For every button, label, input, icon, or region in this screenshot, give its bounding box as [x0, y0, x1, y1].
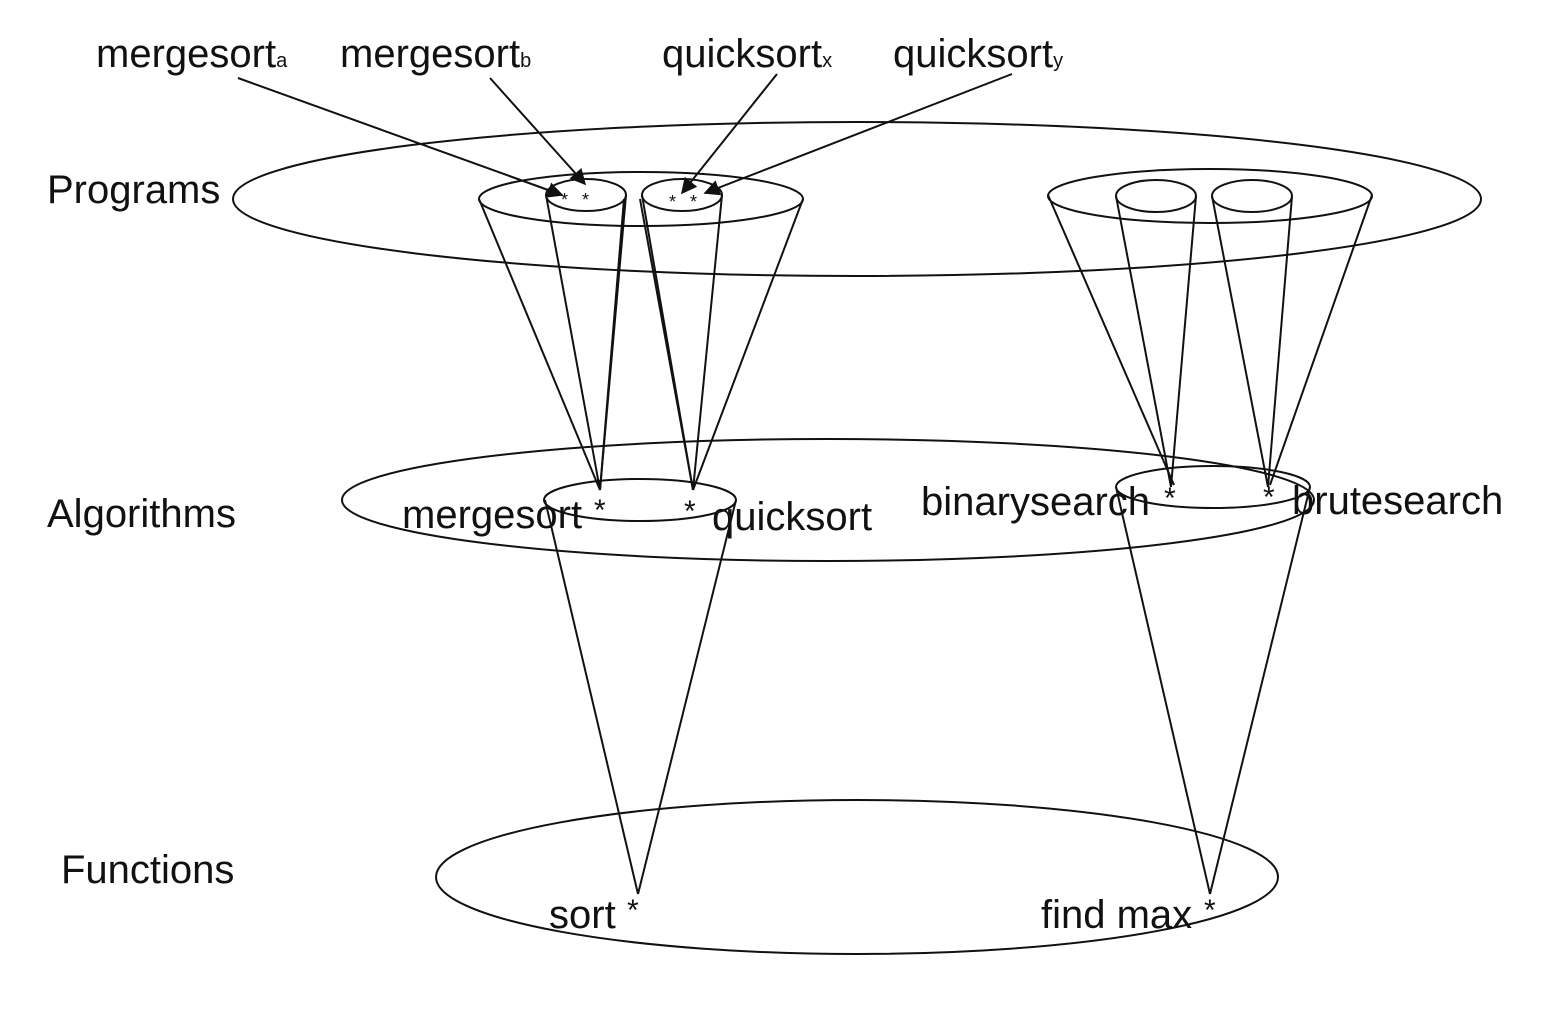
- sort-function-marker: *: [627, 894, 639, 927]
- quicksort-algorithm-marker: *: [684, 495, 696, 528]
- program-label-subscript: a: [276, 50, 288, 72]
- find-max-cone: [1115, 465, 1311, 895]
- program-label-base: mergesort: [96, 32, 276, 76]
- quicksort-x-marker: *: [669, 192, 676, 212]
- functions-level-label: Functions: [61, 848, 234, 892]
- mergesort-a-marker: *: [561, 190, 568, 210]
- programs-level-ellipse: [232, 121, 1482, 277]
- program-label-quicksort-x: quicksortx: [662, 32, 832, 76]
- function-label-sort: sort: [549, 893, 616, 937]
- brutesearch-algorithm-cone: [1269, 194, 1373, 486]
- program-label-mergesort-a: mergesorta: [96, 32, 288, 76]
- function-label-find-max: find max: [1041, 893, 1192, 937]
- algorithms-level-label: Algorithms: [47, 492, 236, 536]
- program-label-subscript: y: [1053, 50, 1063, 72]
- algorithm-label-brutesearch: brutesearch: [1292, 479, 1503, 523]
- program-label-quicksort-y: quicksorty: [893, 32, 1063, 76]
- algorithm-label-mergesort: mergesort: [402, 493, 582, 537]
- program-label-base: quicksort: [893, 32, 1053, 76]
- sorting-programs-ellipse: [478, 171, 804, 227]
- algorithms-level-ellipse: [341, 438, 1315, 562]
- quicksort-y-marker: *: [690, 192, 697, 212]
- mergesort-algorithm-marker: *: [594, 494, 606, 527]
- arrow-quicksort-x: [681, 73, 778, 195]
- brutesearch-program-cone: [1211, 179, 1293, 488]
- program-label-base: quicksort: [662, 32, 822, 76]
- program-label-subscript: b: [520, 50, 531, 72]
- binarysearch-program-cone: [1115, 179, 1197, 488]
- sort-cone: [543, 478, 737, 895]
- arrow-quicksort-y: [703, 73, 1013, 196]
- algorithm-label-binarysearch: binarysearch: [921, 480, 1150, 524]
- algorithm-label-quicksort: quicksort: [712, 495, 872, 539]
- program-label-mergesort-b: mergesortb: [340, 32, 531, 76]
- binarysearch-algorithm-marker: *: [1164, 482, 1176, 515]
- find-max-function-marker: *: [1204, 894, 1216, 927]
- arrow-mergesort-b: [489, 77, 587, 186]
- binarysearch-algorithm-cone: [1047, 194, 1175, 486]
- quicksort-algorithm-cone: [639, 198, 804, 491]
- program-label-base: mergesort: [340, 32, 520, 76]
- search-programs-ellipse: [1047, 168, 1373, 224]
- functions-level-ellipse: [435, 799, 1279, 955]
- programs-level-label: Programs: [47, 168, 220, 212]
- program-label-subscript: x: [822, 50, 832, 72]
- mergesort-b-marker: *: [582, 190, 589, 210]
- arrow-mergesort-a: [237, 77, 564, 198]
- brutesearch-algorithm-marker: *: [1263, 481, 1275, 514]
